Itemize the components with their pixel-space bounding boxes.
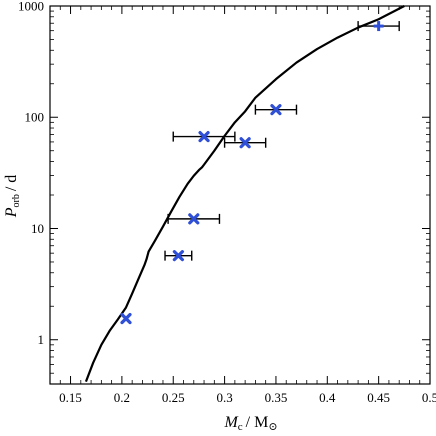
y-axis-title-unit: / d xyxy=(3,175,20,191)
y-tick-label: 100 xyxy=(25,110,45,125)
data-point xyxy=(357,21,400,32)
x-tick-label: 0.2 xyxy=(114,390,130,405)
x-tick-label: 0.15 xyxy=(59,390,82,405)
x-tick-label: 0.4 xyxy=(319,390,336,405)
x-tick-label: 0.35 xyxy=(265,390,288,405)
x-marker-stroke-b xyxy=(239,137,251,149)
x-marker-stroke-b xyxy=(188,213,200,225)
x-marker-stroke-b xyxy=(172,250,184,262)
y-axis-title: Porb / d xyxy=(3,175,22,219)
data-point xyxy=(167,213,221,225)
x-marker-stroke-b xyxy=(198,130,210,143)
plot-frame xyxy=(49,5,431,385)
data-point xyxy=(120,312,132,325)
data-points-layer xyxy=(120,21,400,325)
data-point xyxy=(164,250,193,262)
data-point xyxy=(254,104,298,116)
x-tick-label: 0.45 xyxy=(367,390,390,405)
model-curve xyxy=(84,5,405,383)
x-tick-label: 0.25 xyxy=(162,390,185,405)
x-axis-title: Mc / M⊙ xyxy=(223,414,277,433)
x-axis-title-unit-sub: ⊙ xyxy=(268,421,277,433)
x-marker-stroke-b xyxy=(120,312,132,325)
x-marker-stroke-b xyxy=(270,104,282,116)
x-axis-title-sub: c xyxy=(238,421,243,433)
data-point xyxy=(223,137,267,149)
y-tick-label: 1000 xyxy=(18,0,44,14)
data-point xyxy=(172,130,236,143)
y-axis-title-main: P xyxy=(3,207,20,218)
model-curve-layer xyxy=(84,5,405,383)
ticks: 0.15 0.2 0.25 0.3 0.35 0.4 0.45 0.5 1 10 100 1000 xyxy=(18,0,436,405)
x-axis-title-main: M xyxy=(223,414,239,431)
y-axis-title-sub: orb xyxy=(11,194,22,207)
y-tick-label: 1 xyxy=(38,332,45,347)
axes xyxy=(49,5,431,385)
x-tick-label: 0.3 xyxy=(216,390,232,405)
x-axis-title-unit: / M xyxy=(246,414,269,431)
x-tick-label: 0.5 xyxy=(422,390,436,405)
y-tick-label: 10 xyxy=(31,221,44,236)
